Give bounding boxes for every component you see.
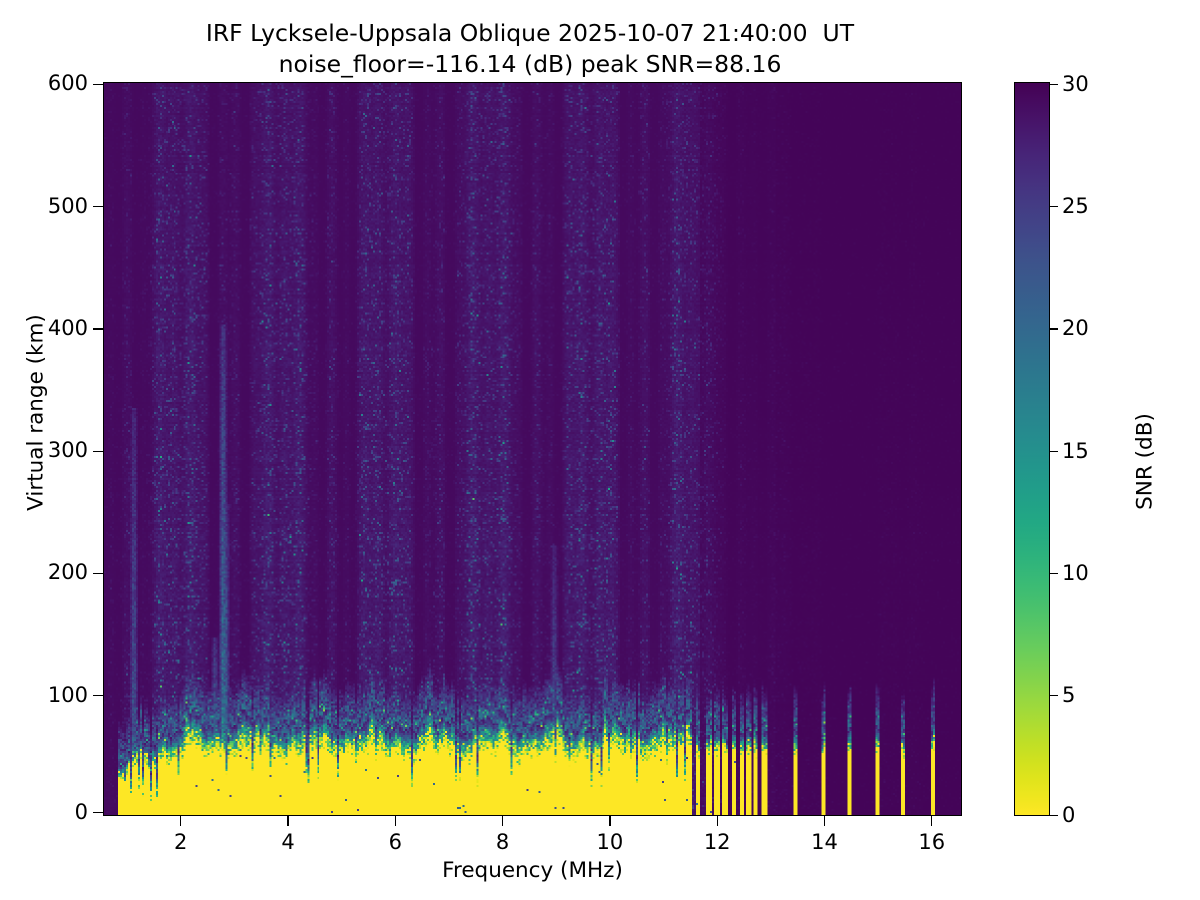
xtick-label-16: 16 bbox=[918, 830, 946, 854]
title-line-2: noise_floor=-116.14 (dB) peak SNR=88.16 bbox=[278, 49, 782, 78]
xtick-label-8: 8 bbox=[495, 830, 510, 854]
xtick-label-12: 12 bbox=[703, 830, 731, 854]
xtick-mark bbox=[287, 816, 289, 826]
cbtick-mark bbox=[1050, 695, 1058, 697]
cbtick-mark bbox=[1050, 328, 1058, 330]
cbtick-mark bbox=[1050, 205, 1058, 208]
cbtick-mark bbox=[1050, 572, 1058, 575]
heatmap-plot-area bbox=[103, 82, 962, 816]
cbtick-mark bbox=[1050, 450, 1058, 452]
ytick-mark bbox=[93, 812, 103, 814]
cbtick-mark bbox=[1050, 83, 1058, 85]
ytick-label-0: 0 bbox=[74, 799, 88, 824]
xtick-mark bbox=[609, 816, 611, 826]
ytick-label-500: 500 bbox=[47, 193, 88, 218]
cbtick-label-20: 20 bbox=[1062, 316, 1089, 341]
title-line-1: IRF Lycksele-Uppsala Oblique 2025-10-07 … bbox=[205, 19, 855, 47]
cbtick-label-0: 0 bbox=[1062, 802, 1076, 827]
cbtick-label-5: 5 bbox=[1062, 683, 1076, 708]
ytick-mark bbox=[93, 450, 103, 452]
xtick-mark bbox=[501, 816, 504, 826]
xtick-mark bbox=[716, 816, 718, 826]
xtick-label-6: 6 bbox=[388, 830, 402, 854]
xtick-mark bbox=[823, 816, 826, 826]
xtick-mark bbox=[931, 816, 933, 826]
xtick-label-4: 4 bbox=[281, 830, 295, 854]
xtick-label-14: 14 bbox=[811, 830, 838, 854]
ionogram-heatmap bbox=[104, 83, 961, 815]
ytick-label-100: 100 bbox=[47, 682, 88, 707]
ytick-mark bbox=[93, 83, 103, 85]
xtick-mark bbox=[180, 816, 182, 826]
colorbar-label: SNR (dB) bbox=[1132, 413, 1158, 510]
xtick-label-10: 10 bbox=[596, 830, 624, 854]
ytick-label-200: 200 bbox=[47, 560, 88, 585]
xtick-mark bbox=[394, 816, 396, 826]
y-axis-label: Virtual range (km) bbox=[23, 314, 49, 511]
cbtick-label-10: 10 bbox=[1062, 560, 1089, 585]
xtick-label-2: 2 bbox=[174, 830, 188, 854]
x-axis-label: Frequency (MHz) bbox=[442, 858, 623, 883]
cbtick-label-30: 30 bbox=[1062, 71, 1089, 96]
colorbar-gradient bbox=[1015, 83, 1049, 815]
ytick-label-400: 400 bbox=[47, 315, 88, 340]
colorbar-gradient-frame bbox=[1014, 82, 1050, 816]
ytick-mark bbox=[93, 695, 103, 697]
ytick-mark bbox=[93, 205, 103, 208]
ytick-label-600: 600 bbox=[47, 71, 88, 95]
ytick-mark bbox=[93, 572, 103, 575]
ytick-label-300: 300 bbox=[47, 438, 88, 463]
cbtick-label-15: 15 bbox=[1062, 438, 1089, 463]
ytick-mark bbox=[93, 328, 103, 330]
cbtick-label-25: 25 bbox=[1062, 193, 1089, 218]
cbtick-mark bbox=[1050, 814, 1058, 816]
figure-title: IRF Lycksele-Uppsala Oblique 2025-10-07 … bbox=[0, 18, 1060, 79]
